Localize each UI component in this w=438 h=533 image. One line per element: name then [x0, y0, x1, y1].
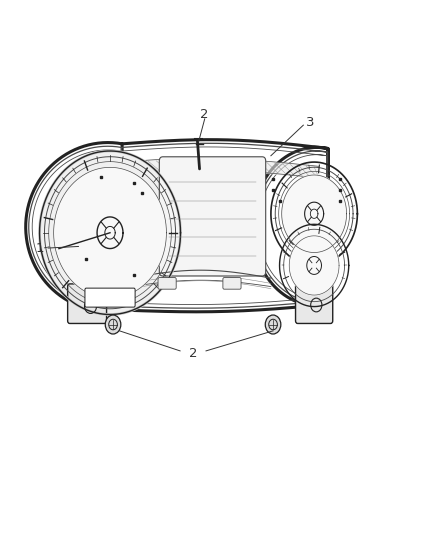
FancyBboxPatch shape	[85, 288, 135, 307]
FancyBboxPatch shape	[158, 278, 176, 289]
FancyBboxPatch shape	[296, 284, 333, 324]
Polygon shape	[39, 151, 180, 314]
Polygon shape	[289, 236, 339, 295]
Text: 2: 2	[201, 108, 209, 121]
FancyBboxPatch shape	[159, 157, 266, 276]
Text: 1: 1	[35, 241, 44, 255]
Text: 3: 3	[307, 116, 315, 129]
FancyBboxPatch shape	[223, 278, 241, 289]
Text: 2: 2	[189, 347, 197, 360]
Polygon shape	[282, 175, 346, 253]
FancyBboxPatch shape	[67, 284, 106, 324]
Polygon shape	[53, 167, 166, 298]
Circle shape	[105, 315, 121, 334]
Circle shape	[265, 315, 281, 334]
